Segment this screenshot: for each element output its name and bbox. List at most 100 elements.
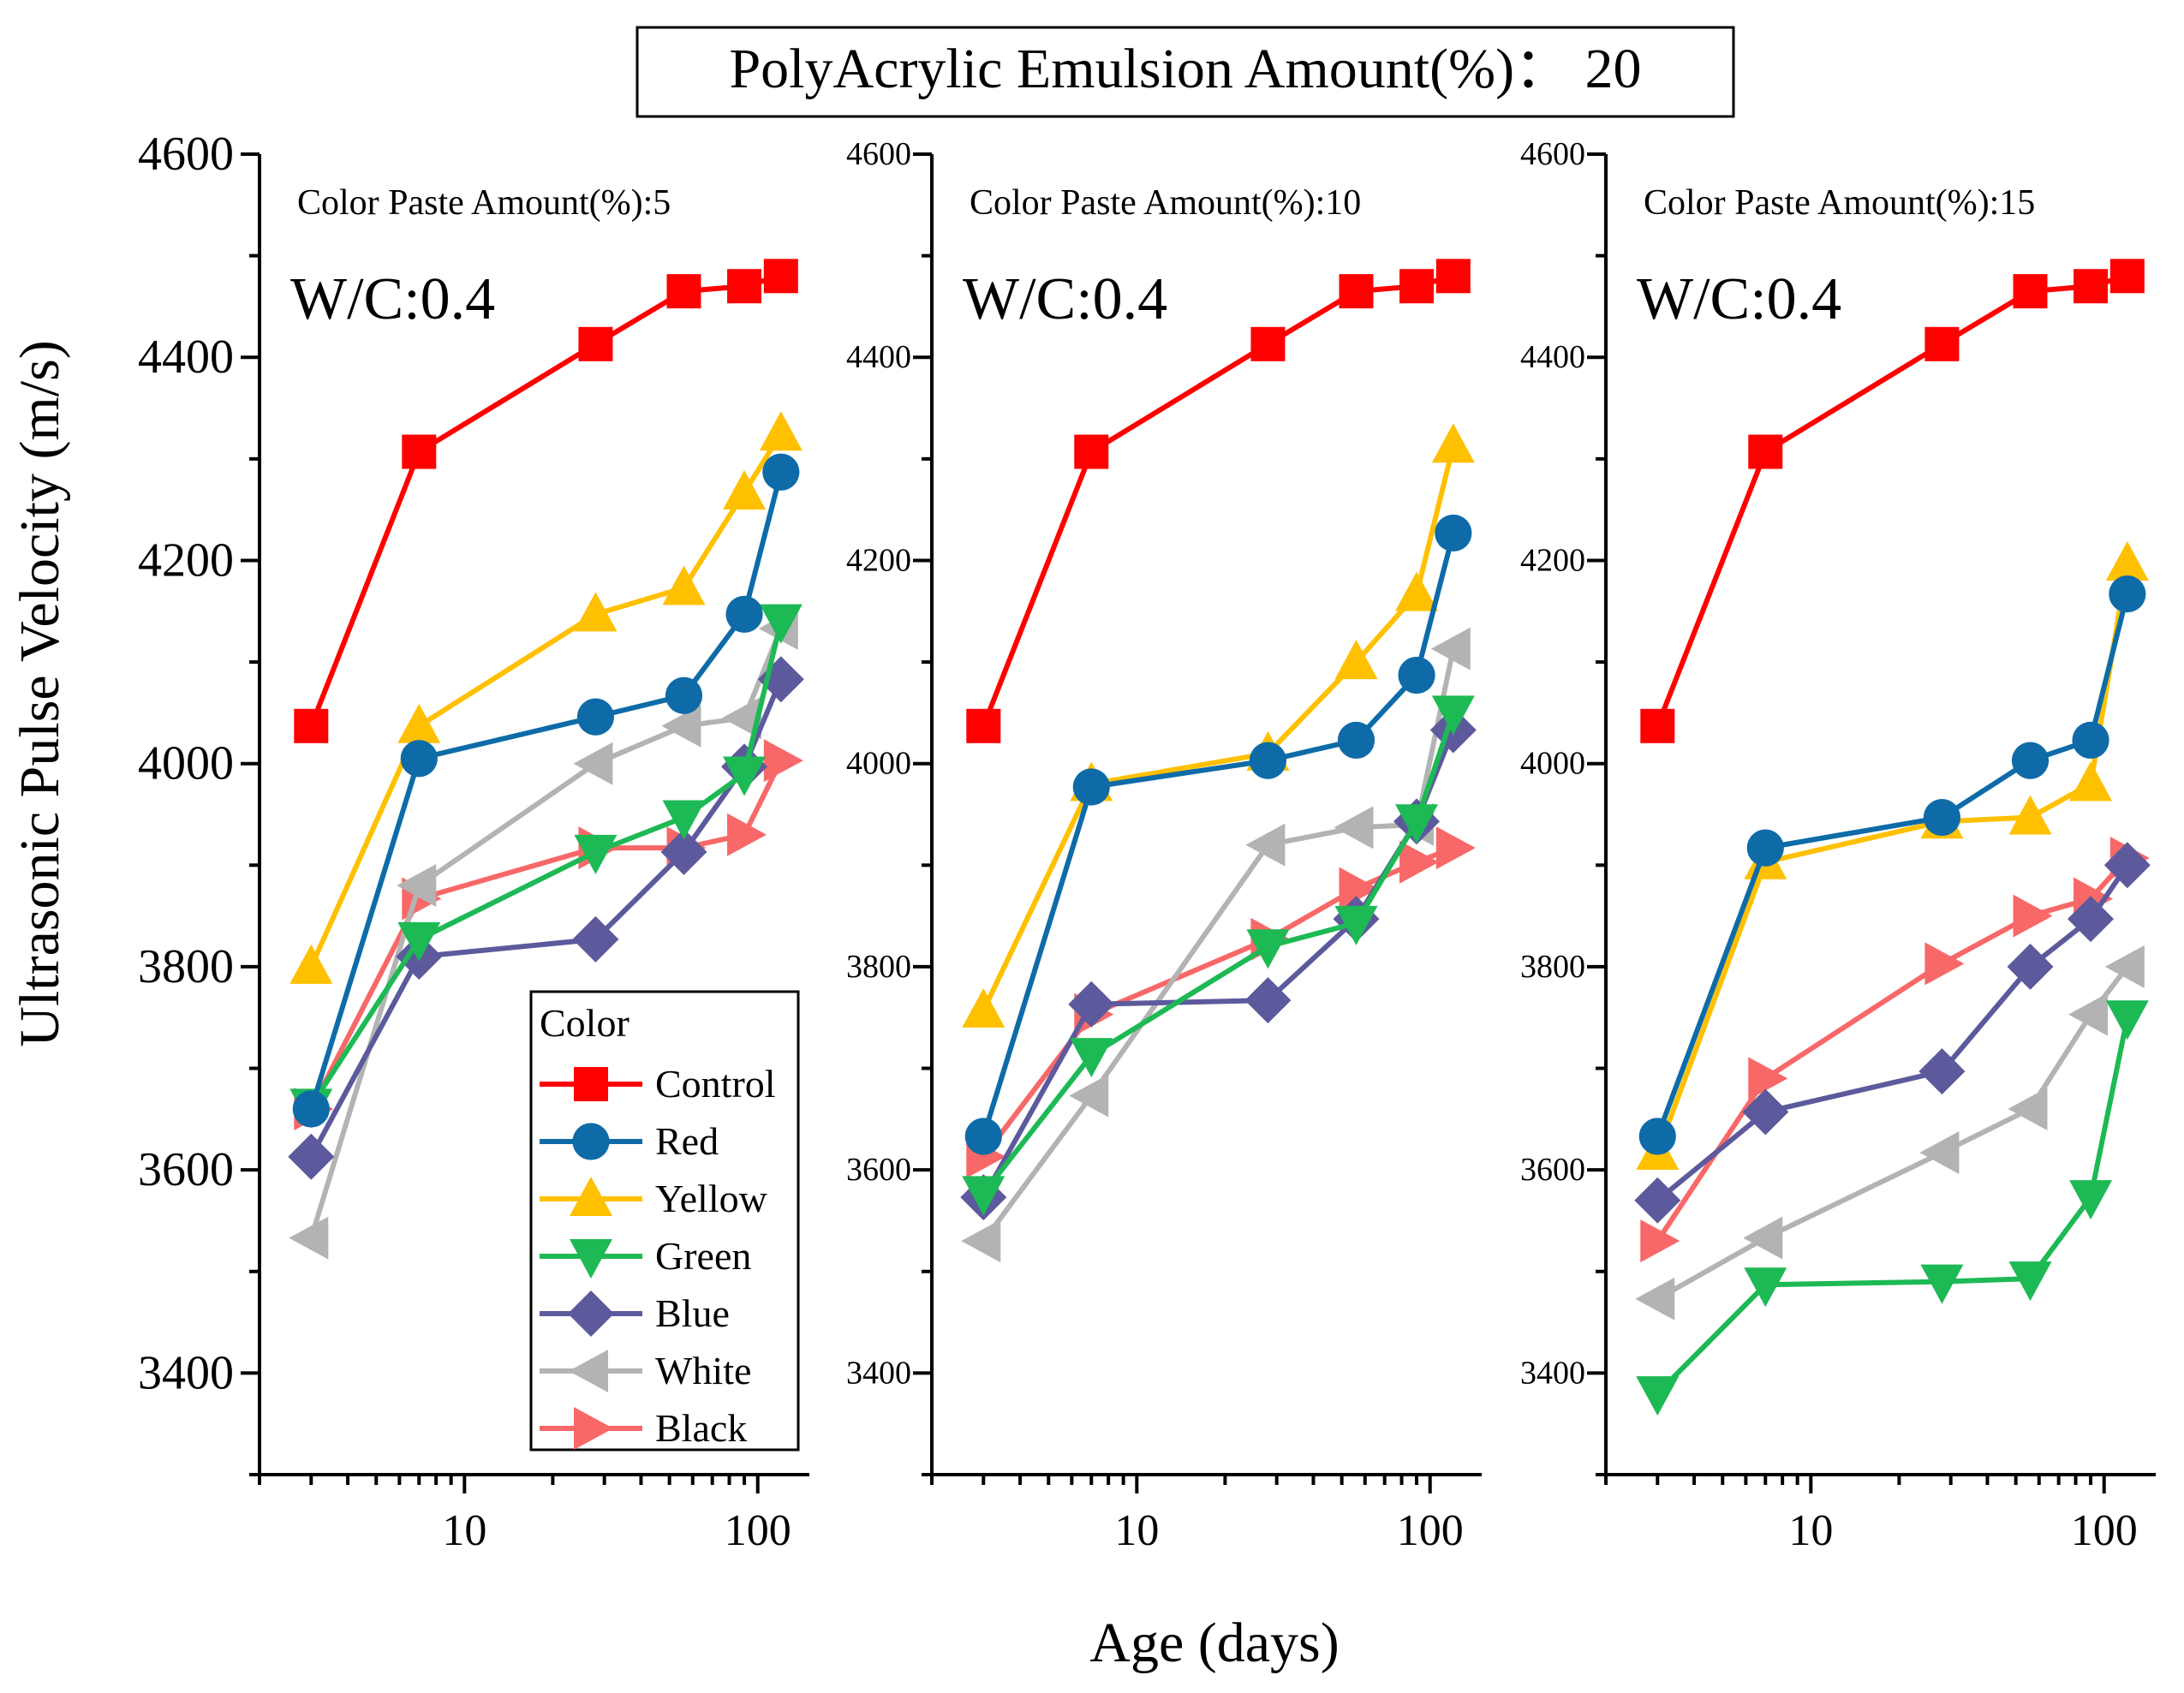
series-white — [1635, 945, 2145, 1320]
series-red — [1638, 575, 2146, 1155]
x-tick-label: 100 — [725, 1506, 791, 1555]
series-line — [308, 620, 784, 1108]
x-tick-label: 100 — [2071, 1506, 2138, 1555]
data-point — [2109, 575, 2146, 613]
data-point — [1635, 1277, 1675, 1320]
panel-annotation: W/C:0.4 — [290, 266, 495, 332]
series-control — [294, 259, 798, 743]
legend-title: Color — [540, 1001, 630, 1045]
data-point — [2103, 842, 2151, 889]
data-point — [572, 915, 619, 963]
data-point — [1334, 640, 1378, 680]
data-point — [723, 469, 767, 510]
data-point — [763, 739, 803, 783]
chart-title: PolyAcrylic Emulsion Amount(%)： 20 — [729, 38, 1641, 100]
series-line — [308, 471, 784, 1110]
data-point — [288, 1133, 335, 1180]
y-tick-label: 4000 — [138, 737, 234, 790]
data-point — [1249, 742, 1287, 779]
series-line — [981, 712, 1456, 1195]
data-point — [2068, 993, 2109, 1036]
data-point — [662, 565, 706, 605]
series-line — [308, 759, 784, 1111]
data-point — [578, 326, 613, 361]
legend-label: Blue — [655, 1291, 730, 1335]
legend-item-white: White — [540, 1349, 751, 1392]
data-point — [723, 756, 767, 796]
series-blue — [1634, 842, 2151, 1224]
panel-annotation: W/C:0.4 — [1637, 266, 1841, 332]
data-point — [725, 595, 763, 633]
data-point — [2011, 742, 2050, 779]
data-point — [666, 274, 701, 309]
legend-label: White — [655, 1349, 751, 1392]
data-point — [660, 828, 707, 875]
data-point — [2008, 795, 2052, 835]
legend-marker — [570, 1239, 612, 1279]
data-point — [1430, 627, 1471, 671]
data-point — [576, 698, 615, 736]
legend-item-blue: Blue — [540, 1291, 730, 1337]
legend-marker — [568, 1291, 614, 1337]
data-point — [1334, 905, 1378, 945]
y-axis-label: Ultrasonic Pulse Velocity (m/s) — [9, 340, 71, 1047]
data-point — [1072, 768, 1110, 806]
data-point — [962, 1176, 1005, 1216]
legend-label: Black — [655, 1406, 747, 1450]
legend-label: Control — [655, 1062, 776, 1106]
data-point — [1435, 514, 1472, 552]
data-point — [661, 704, 701, 748]
y-tick-label: 3400 — [1520, 1355, 1585, 1391]
data-point — [1743, 1216, 1783, 1260]
data-point — [2104, 945, 2145, 988]
series-line — [981, 444, 1456, 1012]
series-green — [1636, 1000, 2149, 1416]
legend-marker — [569, 1350, 608, 1392]
data-point — [1069, 1074, 1109, 1118]
chart-title-box — [636, 26, 1735, 118]
data-point — [1245, 823, 1286, 867]
series-control — [966, 259, 1471, 743]
data-point — [2074, 269, 2109, 304]
data-point — [1919, 1130, 1960, 1174]
data-point — [1431, 695, 1475, 736]
legend-item-black: Black — [540, 1406, 747, 1450]
data-point — [2069, 761, 2113, 802]
y-tick-label: 3800 — [138, 940, 234, 993]
series-line — [981, 532, 1456, 1137]
data-point — [962, 987, 1005, 1028]
y-tick-label: 4600 — [1520, 136, 1585, 172]
data-point — [2068, 896, 2115, 943]
panel-annotation: W/C:0.4 — [963, 266, 1167, 332]
data-point — [1244, 977, 1292, 1024]
x-tick-label: 10 — [442, 1506, 486, 1555]
data-point — [1640, 708, 1675, 743]
data-point — [665, 677, 703, 714]
series-yellow — [289, 411, 803, 984]
data-point — [1399, 840, 1440, 884]
data-point — [574, 592, 618, 632]
data-point — [1746, 829, 1784, 867]
y-tick-label: 4600 — [138, 128, 234, 181]
y-tick-label: 4200 — [1520, 542, 1585, 578]
legend-marker — [574, 1067, 608, 1101]
x-axis-label: Age (days) — [1089, 1612, 1339, 1674]
legend: Color Control Red Yellow Green Blue White Black — [529, 990, 800, 1452]
series-green — [962, 695, 1475, 1216]
data-point — [397, 703, 441, 743]
data-point — [400, 740, 438, 778]
data-point — [722, 696, 762, 740]
legend-label: Green — [655, 1234, 751, 1278]
data-point — [1246, 929, 1290, 969]
data-point — [1640, 1219, 1680, 1263]
data-point — [1070, 1038, 1113, 1078]
data-point — [1924, 326, 1960, 361]
data-point — [397, 921, 441, 962]
data-point — [2008, 1087, 2048, 1130]
data-point — [1638, 1118, 1676, 1155]
y-tick-label: 4000 — [1520, 746, 1585, 782]
data-point — [1435, 826, 1476, 870]
panel-subtitle: Color Paste Amount(%):5 — [297, 183, 671, 223]
legend-marker — [574, 1407, 613, 1450]
chart-panel-2: 3400 3600 3800 4000 4200 4400 4600 10 100 Color P… — [846, 136, 1482, 1555]
